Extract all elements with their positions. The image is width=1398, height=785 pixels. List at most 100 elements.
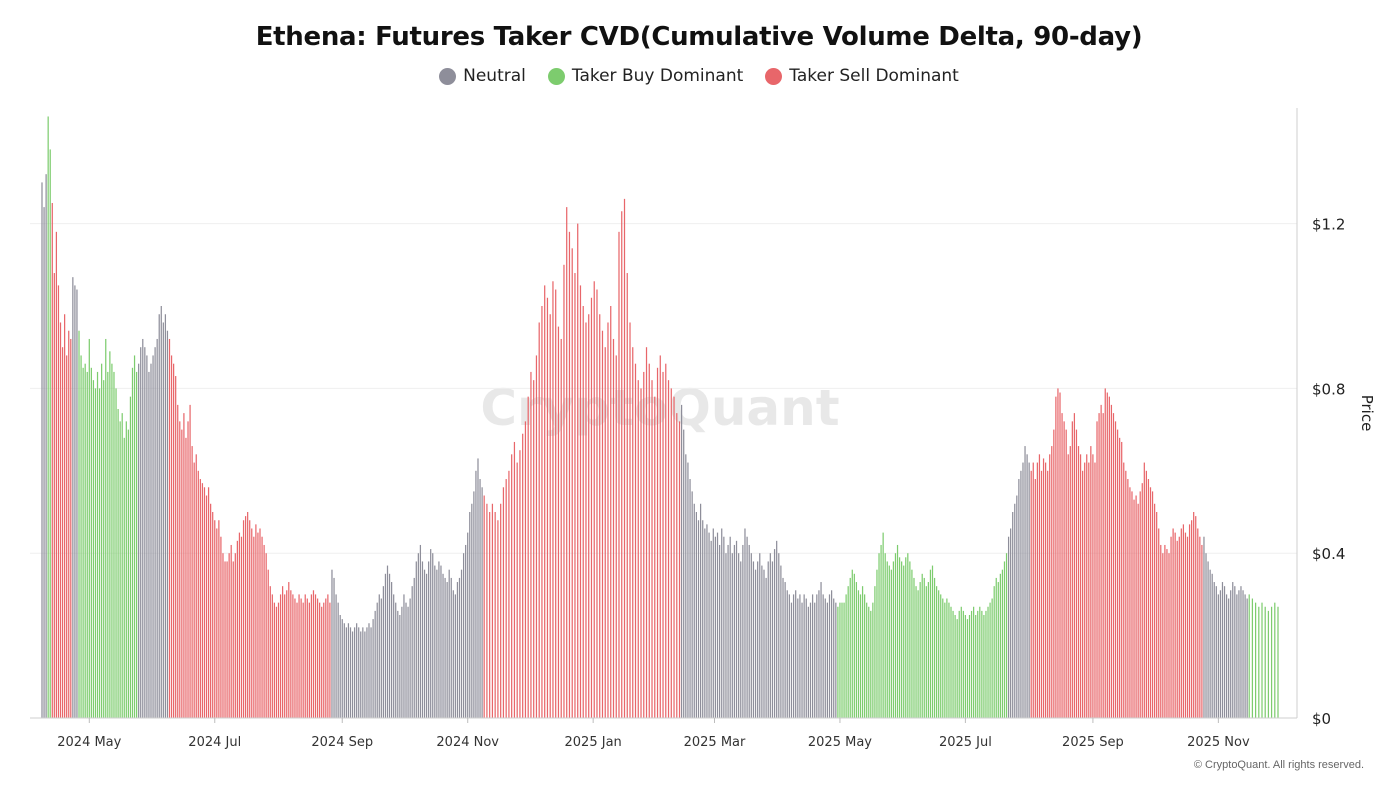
price-bar <box>615 355 617 718</box>
price-bar <box>763 569 765 718</box>
price-bar <box>96 371 99 718</box>
price-bar <box>866 602 868 718</box>
price-bar <box>880 544 882 718</box>
price-bar <box>284 594 286 718</box>
price-bar <box>413 577 415 718</box>
price-bar <box>1267 610 1270 718</box>
price-bar <box>788 594 790 718</box>
price-bar <box>185 437 187 718</box>
price-bar <box>801 602 803 718</box>
price-bar <box>935 586 938 718</box>
price-bar <box>695 512 697 718</box>
y-tick-label: $0.4 <box>1312 545 1345 563</box>
price-bar <box>388 573 391 718</box>
price-bar <box>505 479 507 718</box>
price-bar <box>927 582 929 718</box>
price-bar <box>193 462 195 718</box>
price-bar <box>397 610 399 718</box>
price-bar <box>181 429 183 718</box>
price-bar <box>1251 598 1254 718</box>
price-bar <box>370 627 372 718</box>
price-bar <box>773 549 776 718</box>
price-bar <box>384 573 387 718</box>
price-bar <box>454 594 456 718</box>
price-bar <box>218 520 220 718</box>
price-bar <box>837 606 839 718</box>
legend-item-taker-buy[interactable]: Taker Buy Dominant <box>547 66 743 86</box>
price-bar <box>590 297 593 718</box>
price-bar <box>380 598 382 718</box>
price-bar <box>1197 528 1199 718</box>
price-bar <box>98 388 101 718</box>
price-bar <box>423 569 426 718</box>
price-bar <box>662 371 664 718</box>
price-bar <box>253 536 255 718</box>
price-bar <box>374 610 376 718</box>
price-bar <box>1061 413 1063 718</box>
price-bar <box>1110 404 1113 718</box>
price-bar <box>960 606 962 718</box>
price-bar <box>973 606 975 718</box>
price-bar <box>786 590 788 718</box>
price-bar <box>421 561 424 718</box>
price-bar <box>1114 421 1117 718</box>
price-bar <box>1182 524 1185 718</box>
price-bar <box>991 598 993 718</box>
price-bar <box>486 503 488 718</box>
price-bar <box>1244 594 1246 718</box>
price-bar <box>1065 429 1067 718</box>
price-bar <box>203 487 206 718</box>
price-bar <box>907 553 909 718</box>
price-bar <box>1139 491 1141 718</box>
price-bar <box>226 561 228 718</box>
price-bar <box>140 347 142 718</box>
price-bar <box>795 590 797 718</box>
price-bar <box>557 326 560 718</box>
price-bar <box>533 380 535 718</box>
price-bar <box>154 347 156 718</box>
price-bar <box>133 355 136 718</box>
price-bar <box>892 561 895 718</box>
price-bar <box>304 594 306 718</box>
price-bar <box>1044 462 1047 718</box>
price-bar <box>886 561 888 718</box>
price-bar <box>432 553 434 718</box>
price-bar <box>888 565 890 718</box>
price-bar <box>607 322 609 718</box>
price-bar <box>314 594 317 718</box>
price-bar <box>911 569 913 718</box>
price-bar <box>105 338 107 718</box>
price-bar <box>347 623 350 718</box>
price-bar <box>467 532 469 718</box>
price-bar <box>1036 462 1038 718</box>
price-bar <box>502 487 505 718</box>
price-bar <box>170 355 173 718</box>
price-bar <box>242 520 245 718</box>
price-bar <box>452 590 454 718</box>
price-bar <box>121 413 123 718</box>
legend-label-taker-sell: Taker Sell Dominant <box>789 66 959 86</box>
price-bar <box>263 544 265 718</box>
price-bar <box>1084 462 1086 718</box>
price-bar <box>1116 429 1119 718</box>
price-bar <box>1261 602 1263 718</box>
price-bar <box>1094 462 1096 718</box>
price-bar <box>442 573 444 718</box>
price-bar <box>784 582 786 718</box>
price-bar <box>714 536 717 718</box>
price-bar <box>216 528 218 718</box>
price-bar <box>1090 446 1092 718</box>
price-bar <box>917 590 919 718</box>
price-bar <box>160 306 162 718</box>
price-bar <box>1153 503 1156 718</box>
price-bar <box>1020 470 1022 718</box>
price-bar <box>138 363 140 718</box>
price-bar <box>621 211 623 719</box>
legend-item-taker-sell[interactable]: Taker Sell Dominant <box>765 66 959 86</box>
price-bar <box>109 351 111 718</box>
legend-item-neutral[interactable]: Neutral <box>439 66 526 86</box>
price-bar <box>549 314 551 718</box>
price-bar <box>1001 569 1004 718</box>
price-bar <box>524 421 527 718</box>
price-bar <box>146 355 148 718</box>
